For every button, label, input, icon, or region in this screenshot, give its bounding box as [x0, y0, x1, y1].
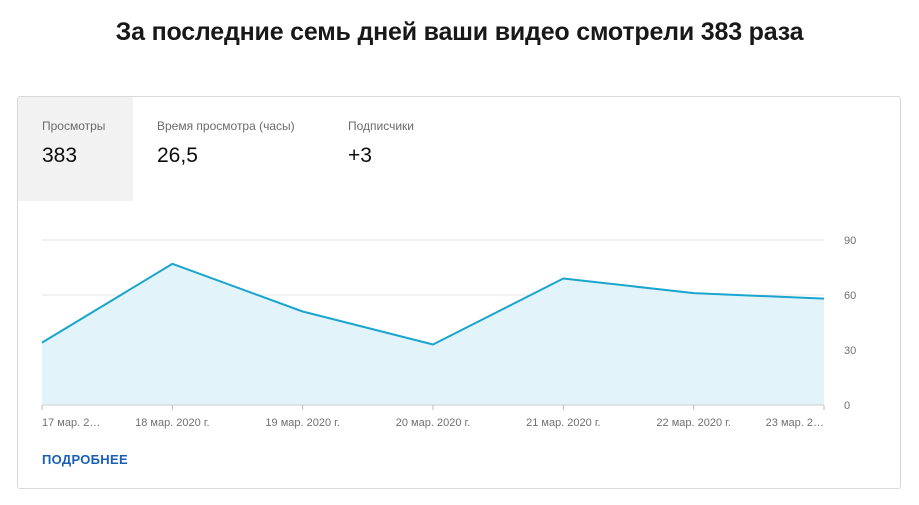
series-line [41, 262, 825, 346]
views-area-chart: 17 мар. 2… 18 мар. 2020 г. 19 мар. 2020 г.… [40, 235, 856, 429]
y-tick-label: 30 [844, 345, 856, 357]
x-tick-label: 21 мар. 2020 г. [526, 417, 600, 429]
analytics-card: Просмотры 383 Время просмотра (часы) 26,… [17, 96, 901, 489]
area-fill [42, 263, 824, 405]
x-tick-label: 18 мар. 2020 г. [135, 417, 209, 429]
tab-watch-time[interactable]: Время просмотра (часы) 26,5 [133, 97, 323, 201]
tab-views-label: Просмотры [42, 119, 106, 133]
data-point [561, 277, 565, 281]
x-tick-label: 19 мар. 2020 г. [265, 417, 339, 429]
x-tick-label: 22 мар. 2020 г. [656, 417, 730, 429]
metric-tabs: Просмотры 383 Время просмотра (часы) 26,… [18, 97, 900, 201]
page-title: За последние семь дней ваши видео смотре… [115, 18, 804, 46]
y-tick-label: 90 [844, 235, 856, 247]
data-point [431, 343, 435, 347]
tab-subscribers-value: +3 [348, 144, 372, 167]
tab-subscribers-label: Подписчики [348, 119, 415, 133]
y-tick-label: 0 [844, 400, 850, 412]
tab-watch-time-value: 26,5 [157, 144, 198, 167]
data-point [822, 297, 826, 301]
more-details-link[interactable]: ПОДРОБНЕЕ [42, 452, 128, 467]
tab-subscribers[interactable]: Подписчики +3 [323, 97, 473, 201]
tab-views-value: 383 [42, 144, 78, 167]
data-point [692, 291, 696, 295]
tab-watch-time-label: Время просмотра (часы) [157, 119, 295, 133]
tab-views[interactable]: Просмотры 383 [18, 97, 133, 201]
x-tick-label: 20 мар. 2020 г. [396, 417, 470, 429]
x-tick-label: 23 мар. 2… [766, 417, 824, 429]
data-point [301, 310, 305, 314]
y-tick-label: 60 [844, 290, 856, 302]
x-tick-label: 17 мар. 2… [42, 417, 100, 429]
data-point [40, 341, 44, 345]
data-point [170, 262, 174, 266]
